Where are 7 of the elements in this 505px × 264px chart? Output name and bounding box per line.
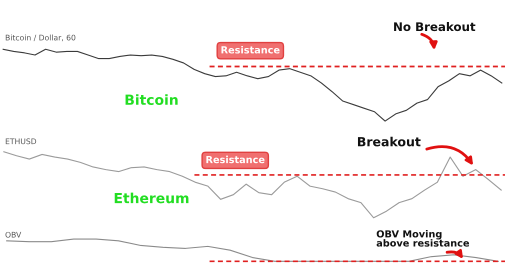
ref-line-label: Resistance bbox=[206, 156, 264, 164]
text: Breakout bbox=[358, 136, 421, 146]
ref-line-label: Resistance bbox=[221, 46, 280, 54]
annotation: OBV Moving above resistance bbox=[376, 230, 470, 247]
annotation: Ethereum bbox=[114, 192, 188, 204]
annotation: Bitcoin bbox=[126, 94, 178, 106]
text: No Breakout bbox=[394, 22, 476, 32]
